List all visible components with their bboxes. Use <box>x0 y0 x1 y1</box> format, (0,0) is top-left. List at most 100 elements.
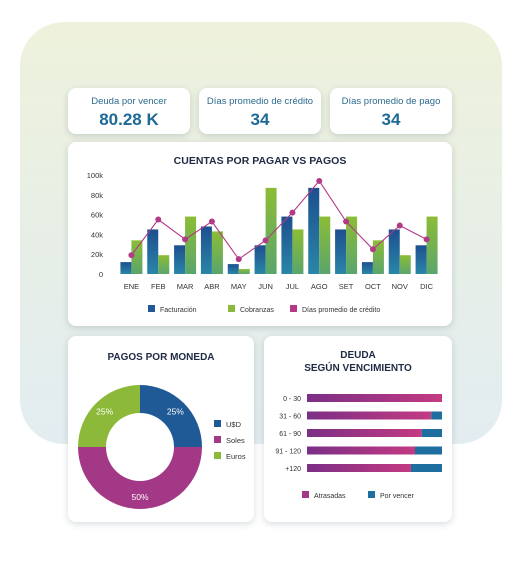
line-point <box>369 246 376 253</box>
line-point <box>396 222 403 229</box>
x-tick-label: OCT <box>365 282 381 291</box>
category-label: 91 - 120 <box>275 449 301 456</box>
card-pagos-por-moneda: PAGOS POR MONEDA 25% 50% 25% U$D Soles Euros <box>68 336 254 522</box>
bar-facturacion <box>335 229 347 274</box>
x-tick-label: JUL <box>286 282 299 291</box>
x-tick-label: NOV <box>392 282 408 291</box>
bar-cobranzas <box>185 216 197 274</box>
bar-cobranzas <box>292 229 304 274</box>
x-tick-label: FEB <box>151 282 166 291</box>
stacked-bar-chart: DEUDA SEGÚN VENCIMIENTO 0 - 30 31 - 60 61 … <box>275 350 442 500</box>
bar-facturacion <box>227 264 239 274</box>
line-point <box>128 252 135 259</box>
legend-swatch <box>302 491 309 498</box>
chart-title: PAGOS POR MONEDA <box>107 352 214 363</box>
line-point <box>182 236 189 243</box>
bar-facturacion <box>388 229 400 274</box>
kpi-label: Deuda por vencer <box>91 96 167 107</box>
legend-label: Atrasadas <box>314 493 346 500</box>
kpi-card-deuda-por-vencer: Deuda por vencer 80.28 K <box>68 88 190 134</box>
chart-title: CUENTAS POR PAGAR VS PAGOS <box>174 155 347 167</box>
chart-title-line-1: DEUDA <box>340 350 376 361</box>
x-tick-label: ENE <box>124 282 139 291</box>
bar-atrasadas <box>307 394 442 402</box>
slice-label: 25% <box>167 407 184 417</box>
line-point <box>423 236 430 243</box>
bar-cobranzas <box>399 255 411 274</box>
legend-label: Cobranzas <box>240 307 274 314</box>
x-tick-label: AGO <box>311 282 328 291</box>
kpi-value: 34 <box>250 110 270 129</box>
bar-cobranzas <box>319 216 331 274</box>
legend-swatch <box>214 436 221 443</box>
y-tick-label: 100k <box>87 171 104 180</box>
legend-swatch <box>228 305 235 312</box>
donut-slice-ud <box>140 385 202 447</box>
line-point <box>343 218 350 225</box>
bar-cobranzas <box>265 187 277 274</box>
bar-cobranzas <box>158 255 170 274</box>
donut-chart: PAGOS POR MONEDA 25% 50% 25% U$D Soles Euros <box>78 352 246 509</box>
line-point <box>208 218 215 225</box>
x-tick-label: MAY <box>231 282 247 291</box>
bar-facturacion <box>254 245 266 274</box>
bar-por-vencer <box>431 411 442 420</box>
kpi-value: 80.28 K <box>99 110 159 129</box>
line-point <box>289 209 296 216</box>
bar-cobranzas <box>346 216 358 274</box>
y-tick-label: 20k <box>91 250 103 259</box>
line-dias-promedio <box>130 180 427 260</box>
category-label: +120 <box>285 466 301 473</box>
slice-label: 50% <box>131 492 148 502</box>
bar-atrasadas <box>307 429 422 437</box>
kpi-card-dias-pago: Días promedio de pago 34 <box>330 88 452 134</box>
x-tick-label: ABR <box>204 282 220 291</box>
bar-facturacion <box>281 216 293 274</box>
bar-facturacion <box>120 262 132 274</box>
bar-por-vencer <box>410 464 442 472</box>
bar-facturacion <box>415 245 427 274</box>
bar-atrasadas <box>307 464 411 472</box>
legend-swatch <box>368 491 375 498</box>
y-tick-label: 0 <box>99 270 103 279</box>
x-tick-label: MAR <box>177 282 194 291</box>
legend-label: U$D <box>226 420 242 429</box>
line-point <box>316 177 323 184</box>
bar-cobranzas <box>426 216 438 274</box>
x-tick-label: JUN <box>258 282 273 291</box>
bar-facturacion <box>308 187 320 274</box>
bar-cobranzas <box>211 231 223 274</box>
line-point <box>262 237 269 244</box>
bar-facturacion <box>200 226 212 274</box>
legend-label: Euros <box>226 452 246 461</box>
card-deuda-vencimiento: DEUDA SEGÚN VENCIMIENTO 0 - 30 31 - 60 61 … <box>264 336 452 522</box>
kpi-label: Días promedio de pago <box>341 96 441 107</box>
legend-label: Días promedio de crédito <box>302 307 380 314</box>
y-tick-label: 60k <box>91 211 103 220</box>
chart-title-line-2: SEGÚN VENCIMIENTO <box>304 361 412 374</box>
card-cuentas-por-pagar: CUENTAS POR PAGAR VS PAGOS 100k 80k 60k 40k… <box>68 142 452 326</box>
legend-swatch <box>290 305 297 312</box>
bar-cobranzas <box>372 240 384 274</box>
x-tick-label: DIC <box>420 282 434 291</box>
bar-line-chart: CUENTAS POR PAGAR VS PAGOS 100k 80k 60k 40k… <box>87 155 438 314</box>
y-tick-label: 40k <box>91 230 103 239</box>
category-label: 0 - 30 <box>283 396 301 403</box>
legend-swatch <box>214 420 221 427</box>
line-point <box>155 216 162 223</box>
legend-label: Soles <box>226 436 245 445</box>
legend-label: Facturación <box>160 307 197 314</box>
category-label: 31 - 60 <box>279 414 301 421</box>
x-tick-label: SET <box>339 282 354 291</box>
slice-label: 25% <box>96 407 113 417</box>
kpi-value: 34 <box>381 110 401 129</box>
bar-facturacion <box>147 229 159 274</box>
donut-slice-soles <box>78 447 202 509</box>
category-label: 61 - 90 <box>279 431 301 438</box>
bar-atrasadas <box>307 411 432 420</box>
bar-cobranzas <box>238 269 250 274</box>
legend-swatch <box>148 305 155 312</box>
bar-por-vencer <box>421 429 442 437</box>
legend-label: Por vencer <box>380 493 415 500</box>
kpi-label: Días promedio de crédito <box>206 96 314 107</box>
